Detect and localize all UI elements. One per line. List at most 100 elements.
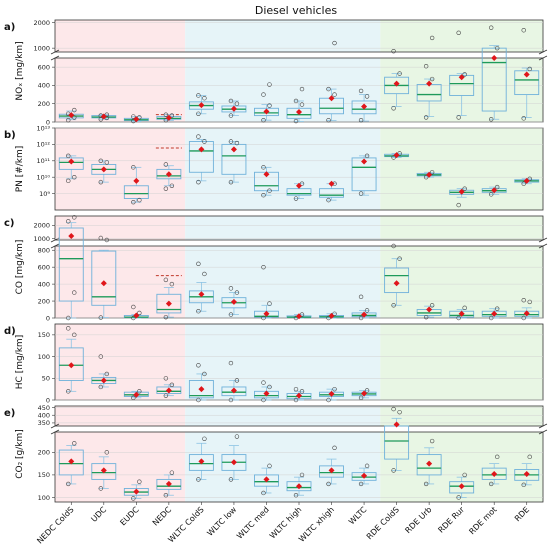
axis-break-mark — [50, 243, 60, 249]
data-point — [131, 315, 136, 321]
data-point — [104, 371, 110, 377]
data-point — [228, 312, 234, 317]
data-point — [66, 117, 71, 123]
data-point — [293, 118, 299, 124]
box-rde-urb — [416, 170, 442, 180]
data-point — [527, 176, 532, 181]
box-wltc-high — [286, 472, 312, 498]
data-point — [495, 454, 500, 460]
data-point — [261, 264, 266, 270]
data-point — [364, 94, 370, 99]
data-point — [358, 395, 364, 401]
phase-band-wltc — [185, 324, 381, 400]
y-tick-label: 1000 — [33, 44, 50, 52]
data-point — [137, 479, 142, 484]
data-point — [228, 98, 234, 104]
x-tick-label: WLTC low — [205, 505, 238, 538]
box-nedc — [156, 376, 182, 398]
mean-marker — [426, 80, 433, 87]
y-tick-label: 100 — [38, 353, 50, 361]
mean-marker — [263, 476, 270, 483]
box-rde — [514, 28, 540, 121]
data-point — [228, 477, 234, 482]
iqr-box — [319, 465, 344, 478]
box-rde-colds — [384, 243, 410, 308]
box-wltc-xhigh — [319, 386, 344, 403]
y-tick-label: 10¹⁰ — [37, 174, 51, 182]
y-tick-label: 450 — [38, 404, 50, 412]
box-eudc — [123, 165, 149, 205]
data-point — [267, 82, 272, 87]
data-point — [527, 454, 532, 460]
y-tick-label: 1000 — [33, 235, 50, 243]
mean-marker — [523, 310, 530, 317]
data-point — [261, 490, 266, 496]
y-axis-label: PN [#/km] — [15, 146, 25, 193]
data-point — [163, 112, 169, 117]
data-point — [326, 397, 331, 403]
box-wltc-med — [254, 82, 279, 123]
box-nedc — [156, 112, 182, 123]
y-axis-label: NOₓ [mg/km] — [15, 41, 25, 100]
data-point — [423, 64, 429, 69]
mean-marker — [263, 108, 270, 115]
mean-marker — [491, 187, 498, 194]
iqr-box — [286, 481, 312, 492]
data-point — [72, 175, 77, 180]
data-point — [456, 30, 461, 35]
iqr-box — [384, 267, 410, 294]
panel-d: 0 50 100 150 d)HC [mg/km] — [4, 323, 544, 404]
y-tick-label: 0 — [46, 314, 50, 322]
phase-band-rde — [380, 20, 543, 52]
mean-marker — [133, 116, 140, 123]
mean-marker — [198, 386, 205, 393]
data-point — [261, 380, 266, 385]
data-point — [66, 389, 71, 394]
box-wltc-colds — [188, 261, 214, 314]
mean-marker — [523, 471, 530, 477]
y-tick-label: 2000 — [33, 19, 50, 27]
mean-marker — [458, 188, 465, 195]
data-point — [261, 165, 266, 170]
data-point — [358, 294, 364, 300]
data-point — [489, 25, 494, 30]
box-rde — [514, 176, 540, 186]
iqr-box — [156, 386, 182, 394]
data-point — [358, 88, 364, 94]
mean-marker — [458, 483, 465, 490]
data-point — [169, 183, 175, 188]
data-point — [131, 395, 136, 401]
data-point — [429, 303, 435, 308]
iqr-box — [254, 107, 279, 117]
y-tick-label: 10¹³ — [37, 124, 51, 132]
mean-marker — [165, 300, 172, 307]
mean-marker — [263, 171, 270, 178]
box-rde-colds — [384, 151, 410, 160]
data-point — [72, 215, 77, 220]
data-point — [326, 86, 331, 92]
panel-c: 0 200 400 600 800 1000 2000 c) CO [mg/km] — [4, 215, 548, 322]
box-rde-rur — [449, 186, 475, 208]
data-point — [72, 441, 77, 446]
axis-break-mark — [50, 423, 60, 429]
box-eudc — [123, 114, 149, 124]
phase-band-wltc — [185, 216, 381, 240]
data-point — [131, 114, 136, 119]
box-wltc — [351, 294, 377, 321]
data-point — [98, 486, 104, 491]
mean-marker — [230, 459, 237, 466]
data-point — [429, 170, 435, 175]
data-point — [456, 115, 461, 120]
mean-marker — [296, 483, 302, 490]
y-tick-label: 800 — [38, 247, 50, 255]
x-tick-label: WLTC med — [235, 505, 271, 541]
box-wltc-xhigh — [319, 445, 344, 487]
iqr-box — [58, 347, 84, 381]
data-point — [202, 271, 207, 277]
mean-marker — [133, 312, 140, 319]
iqr-box — [58, 449, 84, 476]
iqr-box — [188, 141, 214, 173]
box-udc — [91, 235, 117, 320]
data-point — [202, 139, 207, 144]
